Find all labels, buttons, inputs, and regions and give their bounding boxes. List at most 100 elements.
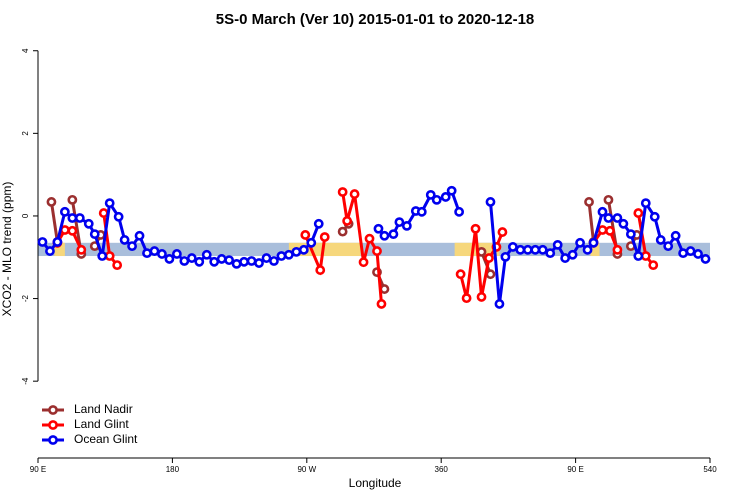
chart-title: 5S-0 March (Ver 10) 2015-01-01 to 2020-1…	[216, 11, 535, 28]
point	[388, 229, 399, 240]
point	[640, 198, 651, 209]
point	[313, 218, 324, 229]
point	[319, 232, 330, 242]
point	[567, 249, 578, 260]
point	[454, 206, 465, 217]
x-tick-label: 180	[166, 465, 180, 474]
series-line	[49, 201, 59, 243]
point	[552, 239, 563, 250]
point	[425, 189, 436, 200]
point	[431, 194, 442, 205]
point	[291, 246, 302, 257]
point	[476, 292, 487, 302]
point	[300, 230, 311, 240]
point	[209, 256, 220, 267]
point	[700, 254, 711, 264]
point	[342, 216, 353, 226]
series-line	[587, 201, 596, 243]
legend-marker	[48, 405, 58, 415]
point	[655, 235, 666, 245]
point	[670, 230, 681, 241]
point	[315, 265, 326, 275]
point	[693, 249, 703, 259]
point	[597, 225, 608, 235]
point	[484, 253, 494, 263]
point	[52, 237, 63, 247]
point	[685, 246, 696, 256]
point	[364, 233, 375, 244]
point	[470, 223, 481, 234]
point	[157, 249, 167, 259]
point	[545, 248, 556, 259]
point	[127, 241, 137, 252]
point	[584, 197, 594, 207]
point	[461, 293, 472, 304]
point	[67, 225, 78, 236]
band-highlight	[54, 242, 65, 257]
point	[74, 213, 85, 223]
point	[455, 269, 466, 280]
point	[97, 251, 108, 261]
point	[618, 218, 629, 229]
point	[530, 244, 541, 255]
point	[440, 192, 451, 202]
point	[678, 248, 689, 259]
x-tick-label: 360	[435, 465, 449, 474]
point	[603, 194, 614, 205]
point	[46, 197, 57, 207]
point	[134, 230, 145, 241]
point	[560, 253, 571, 263]
point	[98, 208, 109, 218]
point	[171, 249, 182, 259]
point	[597, 206, 608, 217]
point	[515, 244, 526, 255]
point	[625, 229, 636, 240]
point	[588, 237, 599, 248]
point	[186, 253, 197, 263]
point	[649, 211, 660, 222]
point	[349, 189, 360, 199]
y-tick-label: 2	[21, 131, 30, 136]
point	[537, 244, 548, 255]
point	[337, 226, 348, 237]
point	[358, 257, 369, 268]
point	[640, 251, 651, 261]
point	[104, 251, 115, 261]
point	[276, 251, 287, 261]
point	[582, 244, 593, 255]
point	[575, 237, 585, 248]
point	[298, 244, 309, 255]
point	[76, 244, 87, 255]
legend-label: Ocean Glint	[74, 432, 138, 446]
point	[416, 206, 427, 217]
point	[149, 246, 160, 256]
point	[45, 246, 55, 256]
point	[89, 229, 100, 240]
point	[497, 227, 508, 237]
point	[337, 187, 348, 197]
point	[612, 213, 623, 223]
band-highlight	[590, 242, 600, 257]
x-tick-label: 540	[703, 465, 717, 474]
point	[113, 211, 124, 222]
point	[239, 256, 249, 267]
point	[231, 258, 242, 269]
point	[648, 260, 659, 271]
point	[633, 208, 644, 218]
point	[394, 217, 405, 228]
point	[67, 194, 78, 205]
point	[401, 220, 412, 231]
legend-label: Land Glint	[74, 417, 129, 431]
point	[494, 299, 505, 309]
point	[379, 230, 390, 241]
point	[261, 253, 272, 263]
point	[376, 299, 387, 309]
point	[379, 284, 390, 294]
point	[246, 256, 257, 266]
point	[306, 237, 317, 248]
point	[201, 249, 212, 260]
point	[83, 218, 94, 229]
x-tick-label: 90 E	[30, 465, 46, 474]
point	[119, 235, 130, 245]
